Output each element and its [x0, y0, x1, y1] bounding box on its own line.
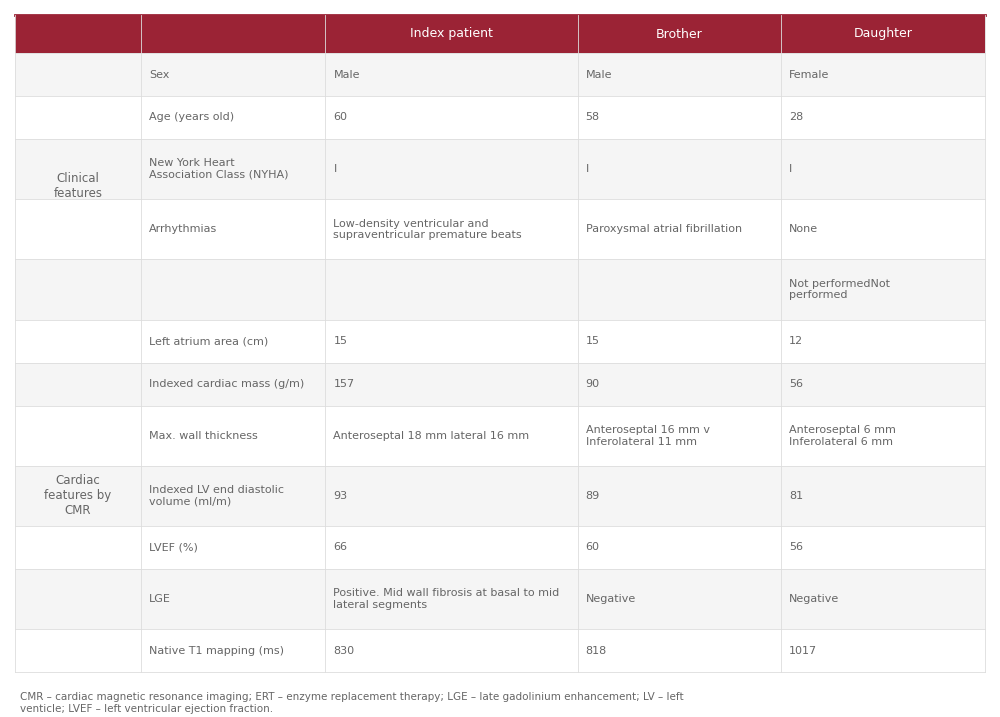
Text: Left atrium area (cm): Left atrium area (cm) [149, 336, 268, 346]
Text: Age (years old): Age (years old) [149, 113, 234, 123]
Text: Anteroseptal 16 mm v
Inferolateral 11 mm: Anteroseptal 16 mm v Inferolateral 11 mm [586, 425, 710, 447]
Text: Paroxysmal atrial fibrillation: Paroxysmal atrial fibrillation [586, 224, 742, 234]
Text: Low-density ventricular and
supraventricular premature beats: Low-density ventricular and supraventric… [333, 219, 522, 240]
Text: 818: 818 [586, 646, 607, 656]
Bar [15, 630, 985, 673]
Text: LVEF (%): LVEF (%) [149, 543, 198, 553]
Text: 56: 56 [789, 543, 803, 553]
Bar [15, 260, 985, 320]
Text: Arrhythmias: Arrhythmias [149, 224, 217, 234]
Bar [15, 406, 985, 466]
Text: 56: 56 [789, 379, 803, 389]
Text: Brother: Brother [656, 27, 703, 40]
Text: None: None [789, 224, 818, 234]
Text: CMR – cardiac magnetic resonance imaging; ERT – enzyme replacement therapy; LGE : CMR – cardiac magnetic resonance imaging… [20, 692, 684, 714]
Text: Cardiac
features by
CMR: Cardiac features by CMR [44, 475, 112, 518]
Text: 1017: 1017 [789, 646, 817, 656]
Bar [141, 15, 325, 53]
Bar [781, 15, 985, 53]
Text: Indexed cardiac mass (g/m): Indexed cardiac mass (g/m) [149, 379, 304, 389]
Bar [15, 569, 985, 630]
Text: Indexed LV end diastolic
volume (ml/m): Indexed LV end diastolic volume (ml/m) [149, 485, 284, 507]
Text: New York Heart
Association Class (NYHA): New York Heart Association Class (NYHA) [149, 158, 289, 180]
Text: 157: 157 [333, 379, 355, 389]
Text: Female: Female [789, 70, 830, 80]
Text: 60: 60 [586, 543, 600, 553]
Text: Anteroseptal 18 mm lateral 16 mm: Anteroseptal 18 mm lateral 16 mm [333, 431, 530, 441]
Text: 15: 15 [333, 336, 347, 346]
Text: Sex: Sex [149, 70, 169, 80]
Bar [15, 139, 985, 199]
Text: Positive. Mid wall fibrosis at basal to mid
lateral segments: Positive. Mid wall fibrosis at basal to … [333, 589, 560, 610]
Text: Clinical
features: Clinical features [54, 172, 103, 200]
Text: 81: 81 [789, 491, 803, 501]
Text: Negative: Negative [789, 594, 840, 604]
Bar [15, 466, 985, 526]
Text: Daughter: Daughter [854, 27, 913, 40]
Bar [15, 526, 985, 569]
Text: 28: 28 [789, 113, 804, 123]
Bar [15, 15, 141, 53]
Text: I: I [333, 164, 337, 174]
Bar [325, 15, 578, 53]
Text: LGE: LGE [149, 594, 171, 604]
Text: Max. wall thickness: Max. wall thickness [149, 431, 258, 441]
Bar [15, 363, 985, 406]
Bar [15, 96, 985, 139]
Text: 12: 12 [789, 336, 803, 346]
Bar [15, 53, 985, 96]
Text: 15: 15 [586, 336, 600, 346]
Text: I: I [586, 164, 589, 174]
Text: 830: 830 [333, 646, 355, 656]
Text: Not performedNot
performed: Not performedNot performed [789, 279, 890, 300]
Bar [578, 15, 781, 53]
Text: Index patient: Index patient [410, 27, 493, 40]
Text: 60: 60 [333, 113, 347, 123]
Text: Native T1 mapping (ms): Native T1 mapping (ms) [149, 646, 284, 656]
Bar [15, 320, 985, 363]
Text: 93: 93 [333, 491, 348, 501]
Text: I: I [789, 164, 793, 174]
Text: 90: 90 [586, 379, 600, 389]
Text: 66: 66 [333, 543, 347, 553]
Bar [15, 199, 985, 260]
Text: 58: 58 [586, 113, 600, 123]
Text: 89: 89 [586, 491, 600, 501]
Text: Male: Male [586, 70, 612, 80]
Text: Anteroseptal 6 mm
Inferolateral 6 mm: Anteroseptal 6 mm Inferolateral 6 mm [789, 425, 896, 447]
Text: Male: Male [333, 70, 360, 80]
Text: Negative: Negative [586, 594, 636, 604]
